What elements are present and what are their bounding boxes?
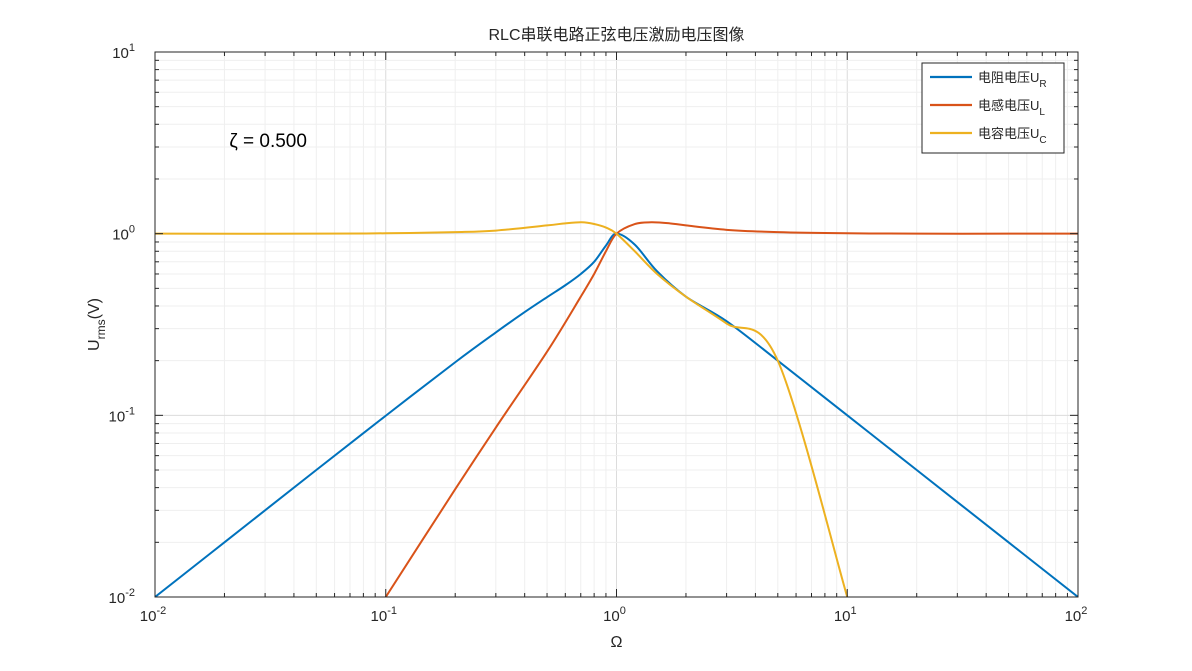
zeta-annotation: ζ = 0.500 — [229, 131, 307, 152]
x-tick-label: 100 — [603, 605, 626, 625]
y-tick-label: 10-2 — [109, 587, 135, 607]
series-line-c — [155, 221, 849, 597]
series-lines — [155, 221, 1078, 597]
chart-title: RLC串联电路正弦电压激励电压图像 — [488, 26, 744, 44]
y-axis-label: Urms(V) — [86, 298, 108, 351]
legend-label: 电阻电压UR — [978, 70, 1047, 90]
x-tick-label: 10-2 — [140, 605, 166, 625]
y-tick-label: 10-1 — [109, 405, 135, 425]
annotations: ζ = 0.500 — [229, 131, 307, 152]
series-line-r — [155, 232, 1078, 597]
x-tick-label: 102 — [1065, 605, 1088, 625]
tick-marks — [154, 52, 1078, 598]
y-tick-label: 101 — [112, 42, 135, 62]
legend-item: 电阻电压UR — [930, 70, 1047, 90]
legend: 电阻电压UR 电感电压UL 电容电压UC — [921, 62, 1065, 154]
legend-box — [921, 62, 1065, 154]
series-line-l — [384, 221, 1078, 597]
x-axis-label: Ω — [611, 634, 623, 651]
x-tick-label: 101 — [834, 605, 857, 625]
x-tick-label: 10-1 — [371, 605, 397, 625]
legend-item: 电感电压UL — [930, 98, 1045, 118]
grid — [154, 52, 1078, 598]
legend-item: 电容电压UC — [930, 126, 1047, 146]
y-tick-label: 100 — [112, 224, 135, 244]
legend-label: 电容电压UC — [978, 126, 1047, 146]
tick-labels: 10-2 10-1 100 101 102 10-2 10-1 100 101 — [109, 42, 1088, 625]
legend-label: 电感电压UL — [978, 98, 1045, 118]
